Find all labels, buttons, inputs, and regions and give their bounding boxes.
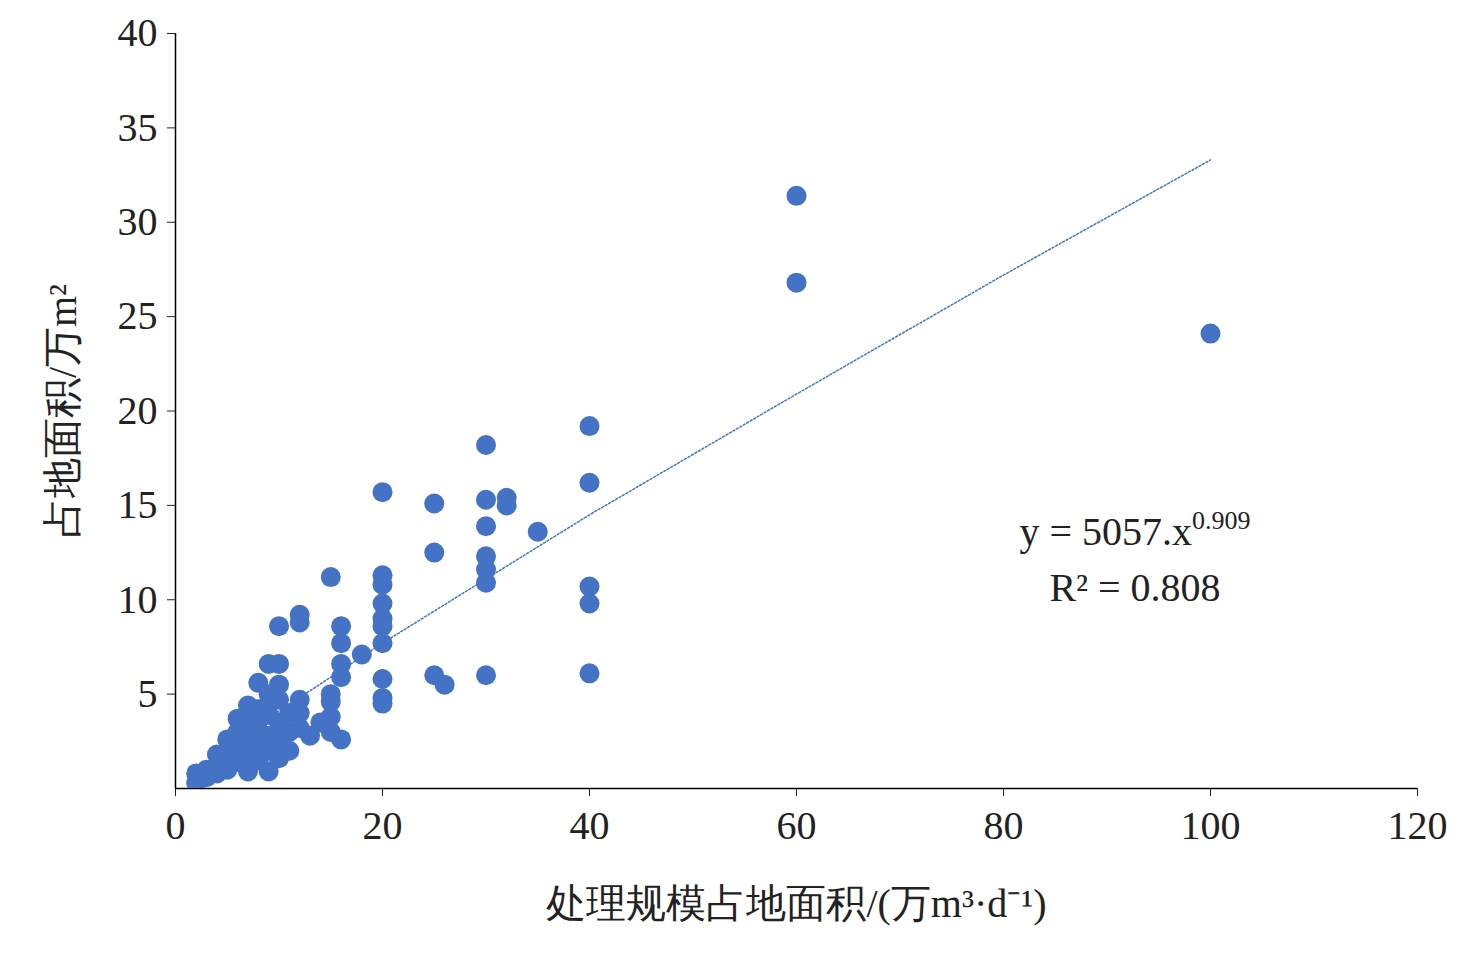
svg-text:25: 25 [118, 293, 158, 338]
svg-text:40: 40 [570, 803, 610, 848]
svg-text:R² = 0.808: R² = 0.808 [1049, 565, 1220, 610]
svg-text:30: 30 [118, 199, 158, 244]
svg-text:80: 80 [984, 803, 1024, 848]
svg-text:0: 0 [166, 803, 186, 848]
svg-text:10: 10 [118, 577, 158, 622]
svg-text:100: 100 [1181, 803, 1241, 848]
svg-text:15: 15 [118, 482, 158, 527]
svg-text:5: 5 [138, 671, 158, 716]
svg-text:60: 60 [777, 803, 817, 848]
svg-text:20: 20 [118, 388, 158, 433]
svg-text:20: 20 [363, 803, 403, 848]
svg-text:40: 40 [118, 10, 158, 55]
svg-text:占地面积/万m²: 占地面积/万m² [40, 284, 85, 538]
svg-text:y = 5057.x0.909: y = 5057.x0.909 [1019, 506, 1250, 554]
svg-text:35: 35 [118, 105, 158, 150]
svg-text:处理规模占地面积/(万m³·d⁻¹): 处理规模占地面积/(万m³·d⁻¹) [546, 881, 1046, 926]
svg-text:120: 120 [1388, 803, 1448, 848]
